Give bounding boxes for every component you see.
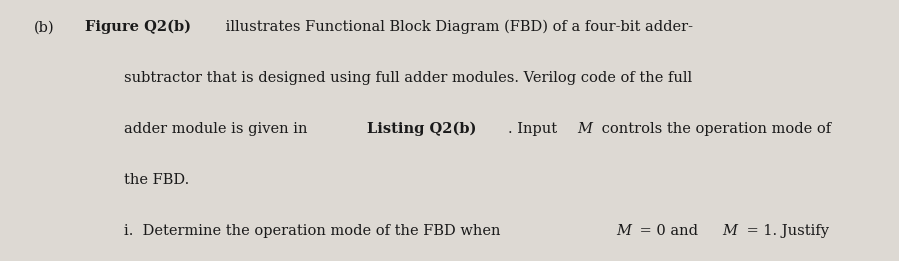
Text: = 0 and: = 0 and [636,224,703,238]
Text: Listing Q2(b): Listing Q2(b) [367,122,476,136]
Text: subtractor that is designed using full adder modules. Verilog code of the full: subtractor that is designed using full a… [124,71,692,85]
Text: i.  Determine the operation mode of the FBD when: i. Determine the operation mode of the F… [124,224,505,238]
Text: the FBD.: the FBD. [124,173,190,187]
Text: (b): (b) [34,20,55,34]
Text: . Input: . Input [508,122,562,136]
Text: illustrates Functional Block Diagram (FBD) of a four-bit adder-: illustrates Functional Block Diagram (FB… [221,20,693,34]
Text: M: M [577,122,592,136]
Text: = 1. Justify: = 1. Justify [742,224,829,238]
Text: M: M [723,224,737,238]
Text: M: M [616,224,631,238]
Text: controls the operation mode of: controls the operation mode of [597,122,831,136]
Text: Figure Q2(b): Figure Q2(b) [85,20,191,34]
Text: adder module is given in: adder module is given in [124,122,312,136]
